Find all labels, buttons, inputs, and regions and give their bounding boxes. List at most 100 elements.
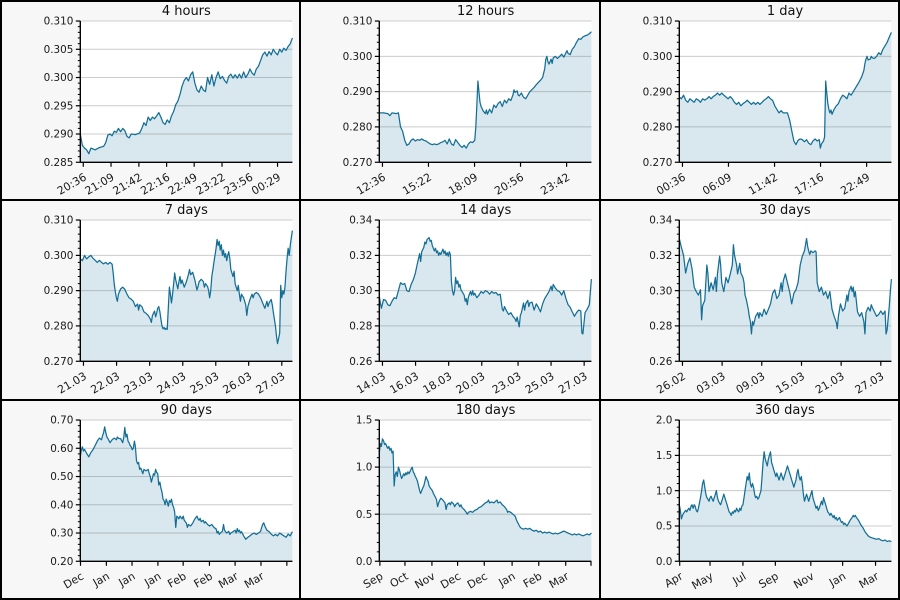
svg-text:0.32: 0.32 (649, 250, 672, 262)
svg-text:0.295: 0.295 (44, 100, 74, 112)
svg-text:12:36: 12:36 (355, 171, 389, 198)
svg-text:0.300: 0.300 (642, 51, 672, 63)
svg-text:0.290: 0.290 (343, 86, 373, 98)
chart-panel-30-days: 30 days 0.26 0.28 0.30 0.32 0.34 26.02 03.03 09… (600, 201, 898, 399)
svg-text:Mar: Mar (547, 569, 572, 591)
svg-text:0.280: 0.280 (44, 321, 74, 333)
svg-text:0.40: 0.40 (50, 499, 73, 511)
chart-panel-12-hours: 12 hours 0.270 0.280 0.290 0.300 0.310 12:36 1… (301, 2, 599, 200)
svg-text:15:22: 15:22 (401, 171, 435, 198)
svg-text:Sep: Sep (756, 569, 780, 591)
svg-text:Jan: Jan (141, 569, 163, 589)
svg-text:0.300: 0.300 (44, 72, 74, 84)
svg-text:Jan: Jan (496, 569, 518, 589)
svg-text:0.290: 0.290 (642, 86, 672, 98)
svg-text:Jan: Jan (90, 569, 112, 589)
svg-text:27.03: 27.03 (556, 370, 590, 397)
svg-text:1.5: 1.5 (655, 450, 672, 462)
svg-text:0.30: 0.30 (350, 286, 373, 298)
svg-text:0.305: 0.305 (44, 44, 74, 56)
svg-text:Nov: Nov (791, 569, 816, 591)
svg-text:Nov: Nov (413, 569, 438, 591)
price-area-chart: 0.0 0.5 1.0 1.5 2.0 Apr May Jul Sep Nov Jan Mar (655, 414, 892, 592)
svg-text:18.03: 18.03 (421, 370, 455, 397)
svg-text:Jan: Jan (116, 569, 138, 589)
svg-text:21.03: 21.03 (813, 370, 847, 397)
svg-text:09.03: 09.03 (733, 370, 767, 397)
svg-text:0.285: 0.285 (44, 157, 74, 169)
svg-text:May: May (689, 569, 715, 592)
svg-text:0.300: 0.300 (44, 250, 74, 262)
svg-text:0.270: 0.270 (642, 157, 672, 169)
svg-text:27.03: 27.03 (852, 370, 886, 397)
svg-text:0.280: 0.280 (343, 121, 373, 133)
chart-panel-14-days: 14 days 0.26 0.28 0.30 0.32 0.34 14.03 16.03 18… (301, 201, 599, 399)
svg-text:26.02: 26.02 (654, 370, 687, 397)
svg-text:0.32: 0.32 (350, 250, 373, 262)
svg-text:2.0: 2.0 (655, 414, 672, 426)
svg-text:0.70: 0.70 (50, 414, 73, 426)
svg-text:14.03: 14.03 (355, 370, 389, 397)
svg-text:18:09: 18:09 (447, 171, 481, 198)
chart-panel-4-hours: 4 hours 0.285 0.290 0.295 0.300 0.305 0.310 20… (2, 2, 300, 200)
svg-text:22.03: 22.03 (89, 370, 123, 397)
svg-text:0.310: 0.310 (44, 16, 74, 28)
svg-text:Dec: Dec (61, 569, 86, 591)
svg-text:0.5: 0.5 (655, 520, 672, 532)
svg-text:23:56: 23:56 (222, 171, 256, 198)
svg-text:0.290: 0.290 (44, 286, 74, 298)
svg-text:23.03: 23.03 (122, 370, 156, 397)
svg-text:Oct: Oct (388, 569, 411, 590)
svg-text:0.28: 0.28 (649, 321, 672, 333)
svg-text:0.30: 0.30 (50, 527, 73, 539)
svg-text:00:36: 00:36 (654, 171, 688, 198)
price-area-chart: 0.26 0.28 0.30 0.32 0.34 14.03 16.03 18.03 20.03… (350, 215, 593, 397)
svg-text:Mar: Mar (216, 569, 241, 591)
svg-text:Jul: Jul (729, 569, 748, 587)
chart-panel-180-days: 180 days 0.0 0.5 1.0 1.5 Sep Oct Nov Dec Dec Jan F… (301, 400, 599, 598)
svg-text:Mar: Mar (856, 569, 881, 591)
svg-text:0.270: 0.270 (343, 157, 373, 169)
svg-text:20:36: 20:36 (55, 171, 89, 198)
svg-text:17:16: 17:16 (792, 171, 826, 198)
svg-text:0.26: 0.26 (350, 356, 373, 368)
svg-text:0.28: 0.28 (350, 321, 373, 333)
svg-text:0.5: 0.5 (356, 508, 373, 520)
svg-text:Apr: Apr (662, 569, 685, 590)
svg-text:27.03: 27.03 (254, 370, 288, 397)
svg-text:Mar: Mar (242, 569, 267, 591)
svg-text:1.0: 1.0 (356, 461, 373, 473)
svg-text:Feb: Feb (192, 569, 215, 590)
svg-text:Sep: Sep (361, 569, 385, 591)
svg-text:0.60: 0.60 (50, 442, 73, 454)
svg-text:24.03: 24.03 (155, 370, 189, 397)
svg-text:23:42: 23:42 (539, 171, 573, 198)
svg-text:Dec: Dec (465, 569, 490, 591)
svg-text:0.310: 0.310 (44, 215, 74, 227)
svg-text:21:09: 21:09 (83, 171, 117, 198)
svg-text:Feb: Feb (165, 569, 188, 590)
svg-text:22:49: 22:49 (166, 171, 200, 198)
svg-text:1.0: 1.0 (655, 485, 672, 497)
svg-text:11:42: 11:42 (746, 171, 780, 198)
price-area-chart: 0.270 0.280 0.290 0.300 0.310 21.03 22.03 23.03… (44, 215, 294, 397)
svg-text:0.50: 0.50 (50, 471, 73, 483)
svg-text:00:29: 00:29 (249, 171, 283, 198)
chart-panel-360-days: 360 days 0.0 0.5 1.0 1.5 2.0 Apr May Jul Sep Nov J… (600, 400, 898, 598)
svg-text:0.290: 0.290 (44, 129, 74, 141)
svg-text:0.310: 0.310 (642, 16, 672, 28)
chart-panel-1-day: 1 day 0.270 0.280 0.290 0.300 0.310 00:36 06:0… (600, 2, 898, 200)
svg-text:20.03: 20.03 (454, 370, 488, 397)
svg-text:Dec: Dec (439, 569, 464, 591)
price-area-chart: 0.270 0.280 0.290 0.300 0.310 00:36 06:09 11:42… (642, 16, 892, 198)
svg-text:0.300: 0.300 (343, 51, 373, 63)
svg-text:0.310: 0.310 (343, 16, 373, 28)
svg-text:21.03: 21.03 (55, 370, 89, 397)
chart-panel-90-days: 90 days 0.20 0.30 0.40 0.50 0.60 0.70 Dec Jan Ja… (2, 400, 300, 598)
svg-text:0.270: 0.270 (44, 356, 74, 368)
price-area-chart: 0.270 0.280 0.290 0.300 0.310 12:36 15:22 18:09… (343, 16, 593, 198)
svg-text:0.34: 0.34 (350, 215, 373, 227)
svg-text:0.34: 0.34 (649, 215, 672, 227)
